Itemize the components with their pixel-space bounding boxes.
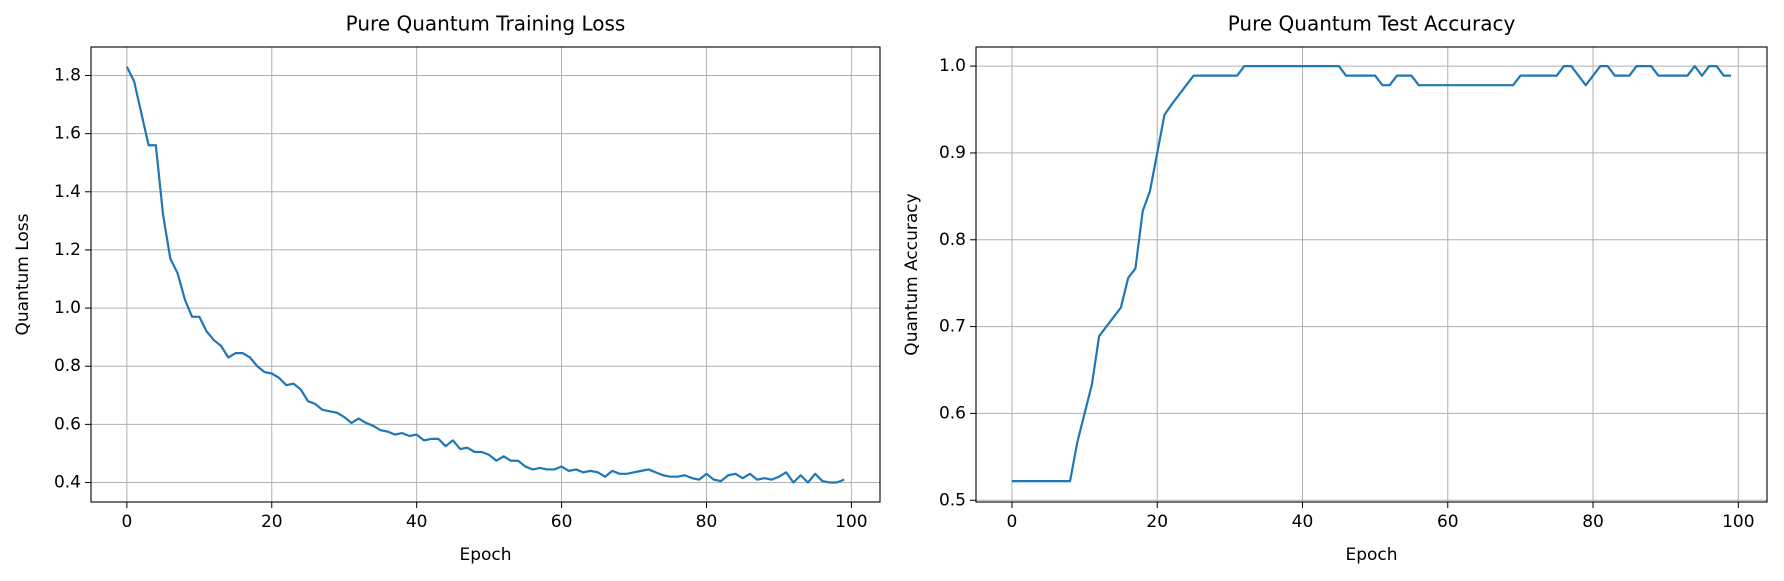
- y-tick-label: 1.4: [54, 182, 81, 202]
- y-tick-label: 1.6: [54, 124, 81, 144]
- axes-frame: [90, 46, 881, 503]
- x-tick-label: 60: [551, 512, 573, 532]
- chart-title: Pure Quantum Training Loss: [346, 12, 626, 36]
- y-tick-label: 1.2: [54, 240, 81, 260]
- y-tick-label: 0.6: [939, 403, 966, 423]
- subplot: 0 20 40 60 80 100 0.5 0.6 0.7 0.8 0.9 1.0 Pure Quant…: [902, 12, 1768, 565]
- x-tick-label: 80: [1582, 512, 1604, 532]
- y-axis-label: Quantum Accuracy: [902, 193, 922, 355]
- y-tick-label: 1.0: [54, 298, 81, 318]
- y-tick-label: 0.7: [939, 317, 966, 337]
- y-tick-label: 0.9: [939, 143, 966, 163]
- x-axis-label: Epoch: [459, 545, 511, 565]
- axes-frame: [975, 46, 1768, 503]
- x-tick-label: 60: [1437, 512, 1459, 532]
- data-line: [1011, 65, 1732, 483]
- data-line: [125, 66, 845, 484]
- y-tick-label: 0.8: [939, 230, 966, 250]
- x-tick-label: 20: [261, 512, 283, 532]
- x-tick-label: 100: [835, 512, 867, 532]
- x-tick-label: 100: [1722, 512, 1754, 532]
- x-tick-label: 0: [1007, 512, 1018, 532]
- y-tick-label: 1.8: [54, 65, 81, 85]
- y-tick-label: 0.6: [54, 414, 81, 434]
- y-tick-label: 1.0: [939, 56, 966, 76]
- y-axis-label: Quantum Loss: [13, 213, 33, 335]
- x-tick-label: 80: [696, 512, 718, 532]
- x-tick-label: 0: [121, 512, 132, 532]
- x-tick-label: 20: [1146, 512, 1168, 532]
- x-axis-label: Epoch: [1345, 545, 1397, 565]
- x-tick-label: 40: [1292, 512, 1314, 532]
- y-tick-label: 0.4: [54, 473, 81, 493]
- y-tick-label: 0.8: [54, 356, 81, 376]
- x-tick-label: 40: [406, 512, 428, 532]
- y-tick-label: 0.5: [939, 490, 966, 510]
- subplot: 0 20 40 60 80 100 0.4 0.6 0.8 1.0 1.2 1.4 1.6 1.8 Pure…: [13, 12, 881, 565]
- chart-title: Pure Quantum Test Accuracy: [1228, 12, 1516, 36]
